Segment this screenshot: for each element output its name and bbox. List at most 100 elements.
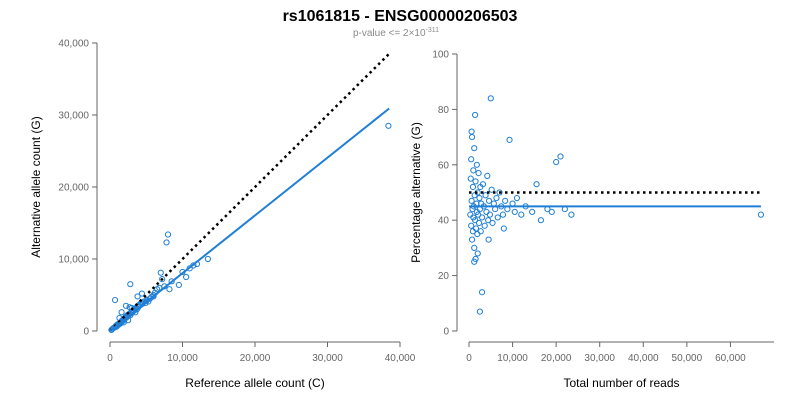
data-point: [478, 214, 486, 221]
data-point: [483, 208, 490, 215]
data-point: [513, 194, 521, 202]
data-point: [470, 167, 477, 174]
fit-line: [109, 107, 390, 332]
data-point: [481, 222, 488, 229]
x-tick-label: 30,000: [584, 353, 615, 364]
data-point: [553, 158, 560, 166]
data-point: [138, 290, 145, 297]
data-point: [468, 222, 475, 229]
x-tick-label: 0: [466, 353, 472, 364]
data-point: [502, 197, 509, 204]
panel-2: 0 10,000 20,000 30,000 40,000 50,000 60,000 0 20…: [409, 50, 774, 390]
data-point: [385, 122, 392, 129]
data-point: [168, 278, 175, 285]
y-tick-label: 80: [438, 105, 450, 116]
data-point: [127, 281, 134, 288]
data-point: [518, 211, 525, 218]
data-point: [134, 293, 141, 300]
data-point: [467, 175, 474, 182]
y-tick-label: 30,000: [58, 111, 89, 122]
x-tick-label: 10,000: [497, 353, 528, 364]
data-point: [472, 225, 480, 232]
data-point: [183, 273, 190, 281]
data-point: [471, 145, 478, 152]
data-point: [468, 134, 476, 141]
data-point: [468, 197, 475, 204]
data-point: [557, 153, 564, 160]
data-point: [489, 219, 496, 227]
reference-line: [109, 52, 391, 332]
data-point: [204, 255, 211, 263]
x-tick-label: 10,000: [167, 353, 198, 364]
y-tick-label: 20: [438, 271, 450, 282]
y-tick-label: 40,000: [58, 39, 89, 50]
data-point: [482, 192, 489, 199]
data-point: [486, 211, 494, 218]
x-tick-label: 0: [107, 353, 113, 364]
x-tick-label: 50,000: [672, 353, 703, 364]
chart-subtitle: p-value <= 2×10-311: [353, 27, 439, 39]
data-point: [484, 172, 491, 179]
y-tick-label: 40: [438, 216, 450, 227]
y-tick-label: 20,000: [58, 183, 89, 194]
x-tick-label: 30,000: [312, 353, 343, 364]
data-point: [471, 258, 478, 265]
data-point: [474, 250, 481, 257]
data-point: [494, 214, 501, 221]
data-point: [488, 186, 495, 193]
y-tick-label: 0: [83, 327, 89, 338]
data-point: [499, 211, 507, 218]
data-point: [476, 194, 483, 202]
x-axis-label: Total number of reads: [563, 376, 679, 390]
data-point: [548, 208, 555, 215]
data-point: [478, 289, 486, 296]
data-point: [476, 308, 483, 315]
x-tick-label: 60,000: [715, 353, 746, 364]
data-point: [487, 95, 494, 102]
data-point: [472, 178, 479, 185]
data-point: [166, 286, 173, 293]
data-point: [485, 236, 492, 243]
y-tick-label: 0: [443, 327, 449, 338]
panel-1: 0 10,000 20,000 30,000 40,000 0 10,000 20,000 30…: [29, 39, 416, 391]
data-point: [475, 170, 482, 177]
x-tick-label: 20,000: [541, 353, 572, 364]
data-point: [471, 244, 478, 251]
data-point: [485, 217, 492, 224]
y-tick-label: 10,000: [58, 255, 89, 266]
data-point: [474, 230, 481, 238]
y-tick-label: 60: [438, 160, 450, 171]
data-point: [493, 194, 500, 202]
data-point: [150, 293, 157, 300]
data-point: [163, 239, 170, 246]
x-tick-label: 20,000: [240, 353, 271, 364]
data-point: [164, 231, 172, 238]
subtitle-exponent: -311: [426, 27, 440, 34]
chart-title: rs1061815 - ENSG00000206503: [283, 8, 518, 25]
x-axis-label: Reference allele count (C): [185, 376, 324, 390]
data-point: [472, 111, 479, 119]
y-tick-label: 100: [432, 50, 449, 61]
data-point: [473, 161, 480, 168]
data-point: [500, 225, 507, 232]
x-tick-label: 40,000: [628, 353, 659, 364]
chart-panels: 0 10,000 20,000 30,000 40,000 0 10,000 20,000 30…: [29, 39, 774, 391]
data-point: [477, 228, 484, 235]
data-point: [537, 217, 544, 224]
x-tick-label: 40,000: [385, 353, 416, 364]
data-point: [157, 269, 164, 276]
data-point: [122, 302, 130, 309]
y-axis-label: Percentage alternative (G): [409, 122, 423, 263]
data-point: [479, 181, 487, 188]
data-point: [111, 296, 119, 304]
data-point: [468, 128, 475, 135]
data-point: [159, 276, 166, 283]
y-axis-label: Alternative allele count (G): [29, 116, 43, 257]
data-point: [496, 189, 503, 196]
data-point: [757, 211, 765, 218]
data-point: [475, 219, 483, 227]
data-point: [118, 309, 125, 316]
data-point: [175, 281, 182, 289]
